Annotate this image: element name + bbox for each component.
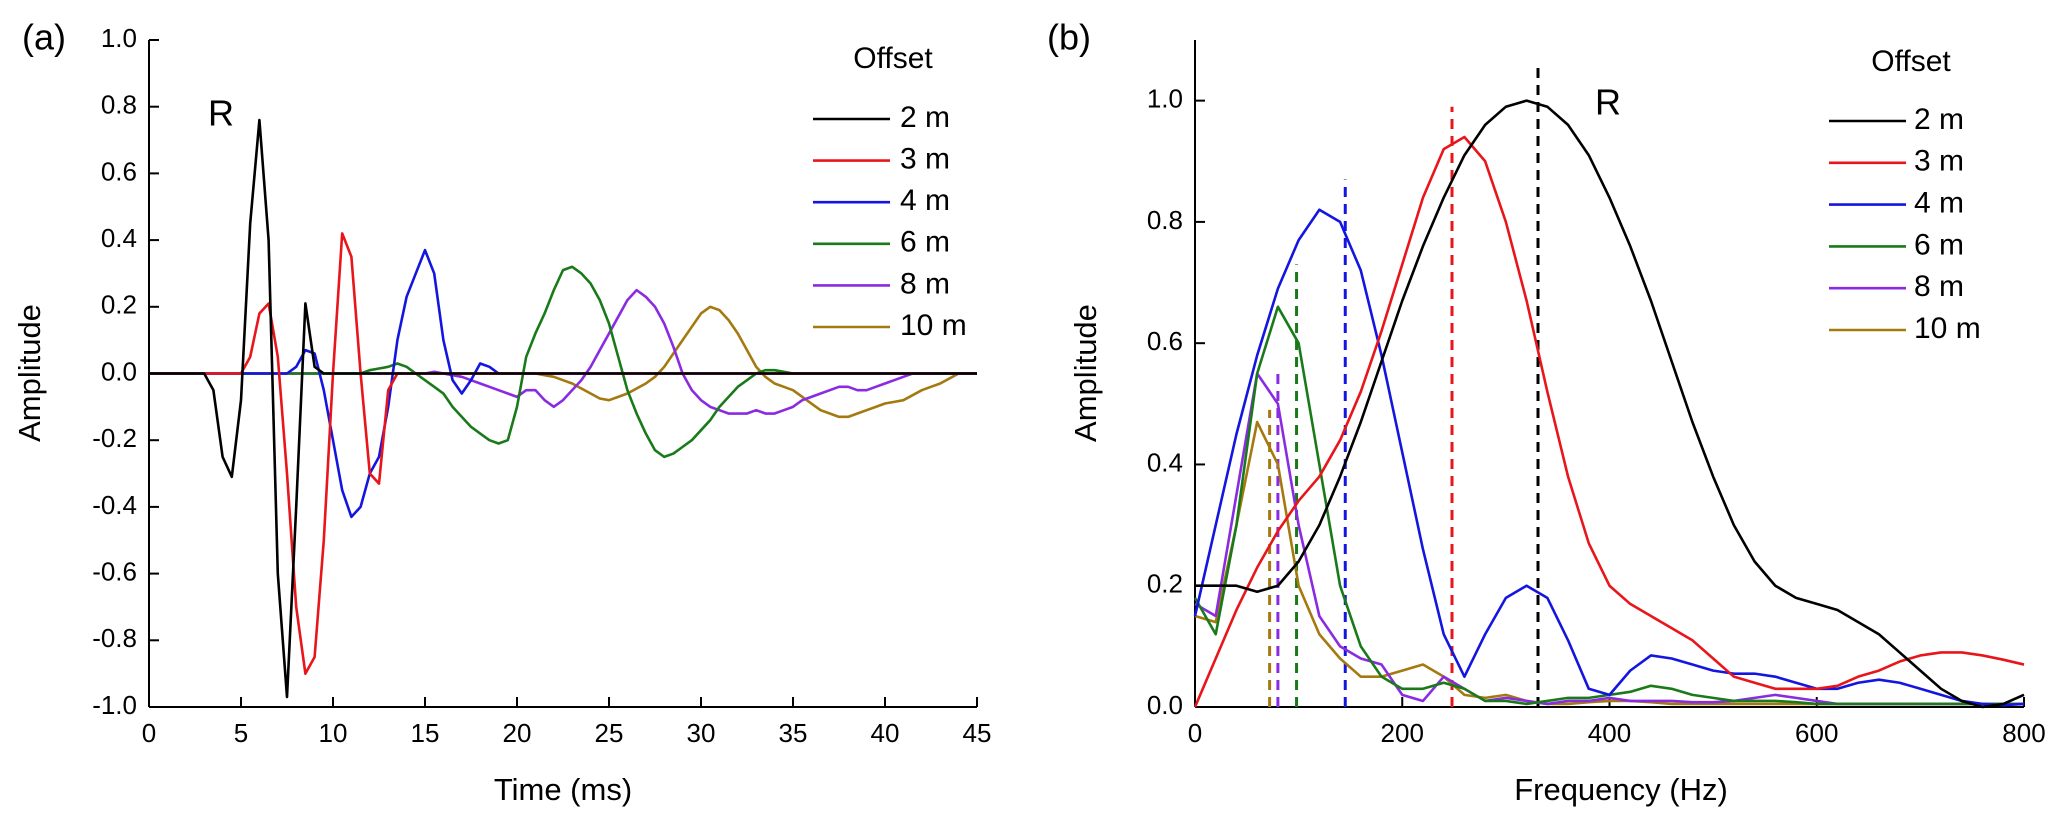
x-tick-label: 400 [1588, 718, 1631, 748]
y-axis-title: Amplitude [1068, 304, 1103, 442]
legend-label: 2 m [900, 101, 950, 134]
legend-label: 3 m [900, 143, 950, 176]
series-line [1195, 99, 2025, 709]
series-line [149, 118, 977, 699]
x-axis-title: Frequency (Hz) [1514, 772, 1728, 807]
y-tick-label: 0.2 [1147, 569, 1183, 599]
y-tick-label: -0.4 [92, 490, 137, 520]
x-tick-label: 40 [871, 718, 900, 748]
legend-label: 10 m [900, 309, 967, 342]
legend-title: Offset [1871, 45, 1951, 78]
annotation: R [208, 93, 234, 134]
x-tick-label: 45 [963, 718, 992, 748]
y-tick-label: 0.0 [1147, 690, 1183, 720]
x-tick-label: 25 [595, 718, 624, 748]
y-tick-label: 0.2 [101, 290, 137, 320]
panel-label: (a) [22, 17, 66, 58]
x-tick-label: 0 [142, 718, 156, 748]
series-line [1193, 208, 2025, 707]
y-tick-label: -0.6 [92, 556, 137, 586]
legend-label: 6 m [1914, 228, 1964, 261]
y-tick-label: 1.0 [1147, 84, 1183, 114]
x-tick-label: 20 [503, 718, 532, 748]
x-tick-label: 200 [1381, 718, 1424, 748]
legend-label: 8 m [1914, 270, 1964, 303]
series-line [1193, 135, 2025, 708]
x-axis-title: Time (ms) [494, 772, 632, 807]
x-tick-label: 35 [779, 718, 808, 748]
legend-label: 4 m [1914, 187, 1964, 220]
series-line [1193, 305, 2024, 706]
y-tick-label: 0.8 [101, 90, 137, 120]
x-tick-label: 600 [1795, 718, 1838, 748]
y-tick-label: 0.0 [101, 356, 137, 386]
y-tick-label: 0.6 [1147, 326, 1183, 356]
y-tick-label: 0.6 [101, 156, 137, 186]
legend-label: 2 m [1914, 103, 1964, 136]
y-axis-title: Amplitude [12, 304, 47, 442]
y-tick-label: -1.0 [92, 690, 137, 720]
series-line [1194, 372, 2024, 706]
y-tick-label: 0.4 [1147, 447, 1183, 477]
legend-label: 6 m [900, 226, 950, 259]
legend-label: 3 m [1914, 145, 1964, 178]
legend-title: Offset [853, 42, 933, 75]
x-tick-label: 800 [2002, 718, 2045, 748]
legend-label: 10 m [1914, 312, 1981, 345]
y-tick-label: -0.8 [92, 623, 137, 653]
y-tick-label: 0.8 [1147, 205, 1183, 235]
x-tick-label: 30 [687, 718, 716, 748]
x-tick-label: 0 [1188, 718, 1202, 748]
y-tick-label: 1.0 [101, 23, 137, 53]
legend-label: 4 m [900, 184, 950, 217]
y-tick-label: 0.4 [101, 223, 137, 253]
legend-label: 8 m [900, 267, 950, 300]
panel-label: (b) [1047, 17, 1091, 58]
x-tick-label: 10 [319, 718, 348, 748]
annotation: R [1595, 82, 1621, 123]
y-tick-label: -0.2 [92, 423, 137, 453]
x-tick-label: 15 [411, 718, 440, 748]
x-tick-label: 5 [234, 718, 248, 748]
